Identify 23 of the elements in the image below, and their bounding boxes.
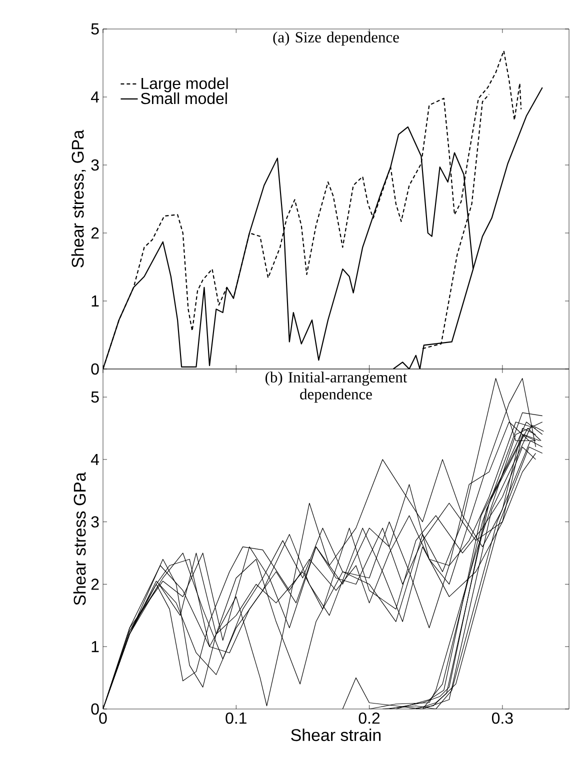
x-tick-label: 0.2 bbox=[358, 712, 380, 724]
y-tick-label: 2 bbox=[91, 578, 99, 590]
y-axis-title: Shear stress, GPa bbox=[71, 130, 86, 268]
y-tick-label: 3 bbox=[91, 159, 99, 171]
y-tick-label: 4 bbox=[90, 454, 100, 465]
legend-label: Large model bbox=[142, 77, 228, 92]
y-tick-label: 2 bbox=[91, 227, 99, 239]
text: (b) Initial-arrangement dependence bbox=[266, 372, 408, 403]
x-tick-label: 0.3 bbox=[492, 712, 513, 724]
y-tick-label: 3 bbox=[91, 516, 99, 528]
x-tick-label: 0 bbox=[99, 712, 107, 724]
x-tick-label: 0.1 bbox=[226, 712, 246, 724]
x-axis-title: Shear strain bbox=[291, 728, 381, 742]
y-tick-label: 1 bbox=[92, 296, 99, 306]
y-tick-label: 1 bbox=[92, 641, 99, 652]
y-tick-label: 4 bbox=[90, 92, 100, 102]
y-tick-label: 5 bbox=[91, 23, 99, 35]
y-tick-label: 5 bbox=[91, 392, 99, 403]
y-tick-label: 0 bbox=[91, 363, 99, 375]
y-tick-label: 0 bbox=[91, 703, 99, 715]
y-axis-title: Shear stress GPa bbox=[73, 472, 86, 606]
legend-label: Small model bbox=[140, 92, 227, 104]
chart-title: (a) Size dependence bbox=[273, 32, 399, 46]
